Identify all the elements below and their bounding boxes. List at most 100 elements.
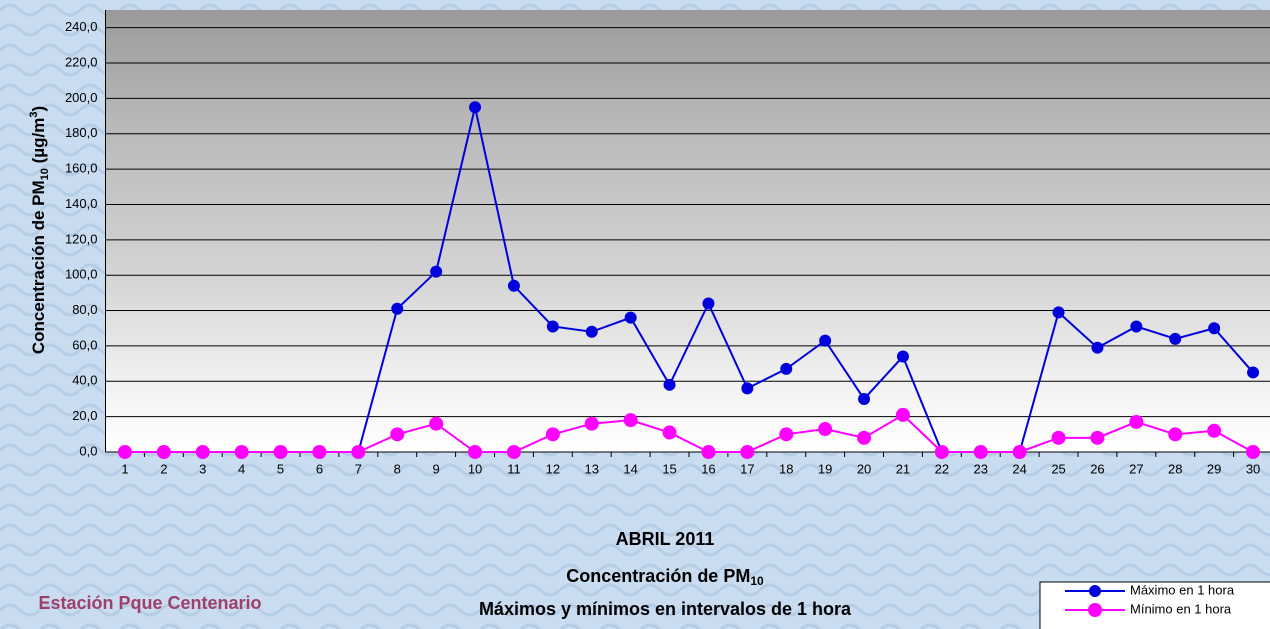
data-point [819,335,831,347]
legend-marker [1088,603,1102,617]
y-tick-label: 80,0 [72,302,97,317]
x-tick-label: 9 [433,461,440,476]
data-point [935,445,949,459]
data-point [1130,320,1142,332]
y-tick-label: 220,0 [65,54,98,69]
x-tick-label: 22 [935,461,949,476]
x-tick-label: 12 [546,461,560,476]
y-tick-label: 120,0 [65,231,98,246]
x-tick-label: 11 [507,461,521,476]
x-tick-label: 30 [1246,461,1260,476]
plot-area [105,10,1270,452]
y-tick-label: 100,0 [65,267,98,282]
subtitle-text: Concentración de PM [566,566,750,586]
data-point [897,351,909,363]
x-tick-label: 7 [355,461,362,476]
data-point [585,417,599,431]
y-tick-label: 160,0 [65,161,98,176]
x-tick-label: 18 [779,461,793,476]
data-point [1247,366,1259,378]
data-point [1207,424,1221,438]
y-tick-label: 180,0 [65,125,98,140]
data-point [312,445,326,459]
legend-label: Mínimo en 1 hora [1130,601,1232,616]
x-tick-label: 19 [818,461,832,476]
x-tick-label: 28 [1168,461,1182,476]
y-tick-label: 240,0 [65,19,98,34]
data-point [1013,445,1027,459]
data-point [586,326,598,338]
y-axis-title: Concentración de PM10 (µg/m3) [28,106,51,354]
data-point [896,408,910,422]
page: {"chart_data": {"type": "line", "title":… [0,0,1270,629]
data-point [663,426,677,440]
x-tick-label: 2 [160,461,167,476]
data-point [974,445,988,459]
data-point [430,266,442,278]
data-point [1091,342,1103,354]
x-tick-label: 1 [121,461,128,476]
x-tick-label: 17 [740,461,754,476]
data-point [779,427,793,441]
ylabel-sub: 10 [39,168,51,180]
data-point [429,417,443,431]
x-tick-label: 25 [1051,461,1065,476]
data-point [624,413,638,427]
data-point [468,445,482,459]
x-tick-label: 27 [1129,461,1143,476]
ylabel-unit: (µg/m [29,118,48,168]
data-point [507,445,521,459]
data-point [858,393,870,405]
x-tick-label: 8 [394,461,401,476]
data-point [1168,427,1182,441]
legend-marker [1089,585,1101,597]
data-point [702,297,714,309]
data-point [818,422,832,436]
legend-label: Máximo en 1 hora [1130,582,1235,597]
x-tick-label: 4 [238,461,245,476]
data-point [391,303,403,315]
data-point [235,445,249,459]
data-point [1090,431,1104,445]
data-point [469,101,481,113]
y-tick-label: 60,0 [72,337,97,352]
subtitle-sub: 10 [750,574,764,588]
x-tick-label: 26 [1090,461,1104,476]
x-tick-label: 3 [199,461,206,476]
data-point [196,445,210,459]
data-point [508,280,520,292]
y-tick-label: 20,0 [72,408,97,423]
x-tick-label: 23 [974,461,988,476]
x-tick-label: 24 [1012,461,1026,476]
x-tick-label: 20 [857,461,871,476]
x-tick-label: 21 [896,461,910,476]
chart-subtitle: Concentración de PM10 [566,566,764,588]
data-point [740,445,754,459]
x-tick-label: 15 [662,461,676,476]
data-point [857,431,871,445]
ylabel-close: ) [29,106,48,112]
chart: ABRIL 2011 Concentración de PM10 Máximos… [0,0,1270,629]
x-tick-label: 16 [701,461,715,476]
y-tick-label: 40,0 [72,373,97,388]
x-tick-label: 29 [1207,461,1221,476]
y-tick-label: 0,0 [79,443,97,458]
data-point [741,382,753,394]
data-point [390,427,404,441]
data-point [625,312,637,324]
x-tick-label: 6 [316,461,323,476]
data-point [1053,306,1065,318]
data-point [546,427,560,441]
data-point [351,445,365,459]
data-point [1129,415,1143,429]
chart-title: ABRIL 2011 [616,529,715,549]
station: Estación Pque Centenario [38,593,261,613]
x-tick-label: 10 [468,461,482,476]
data-point [780,363,792,375]
data-point [701,445,715,459]
data-point [157,445,171,459]
data-point [274,445,288,459]
data-point [1246,445,1260,459]
data-point [547,320,559,332]
ylabel-text: Concentración de PM [29,180,48,354]
